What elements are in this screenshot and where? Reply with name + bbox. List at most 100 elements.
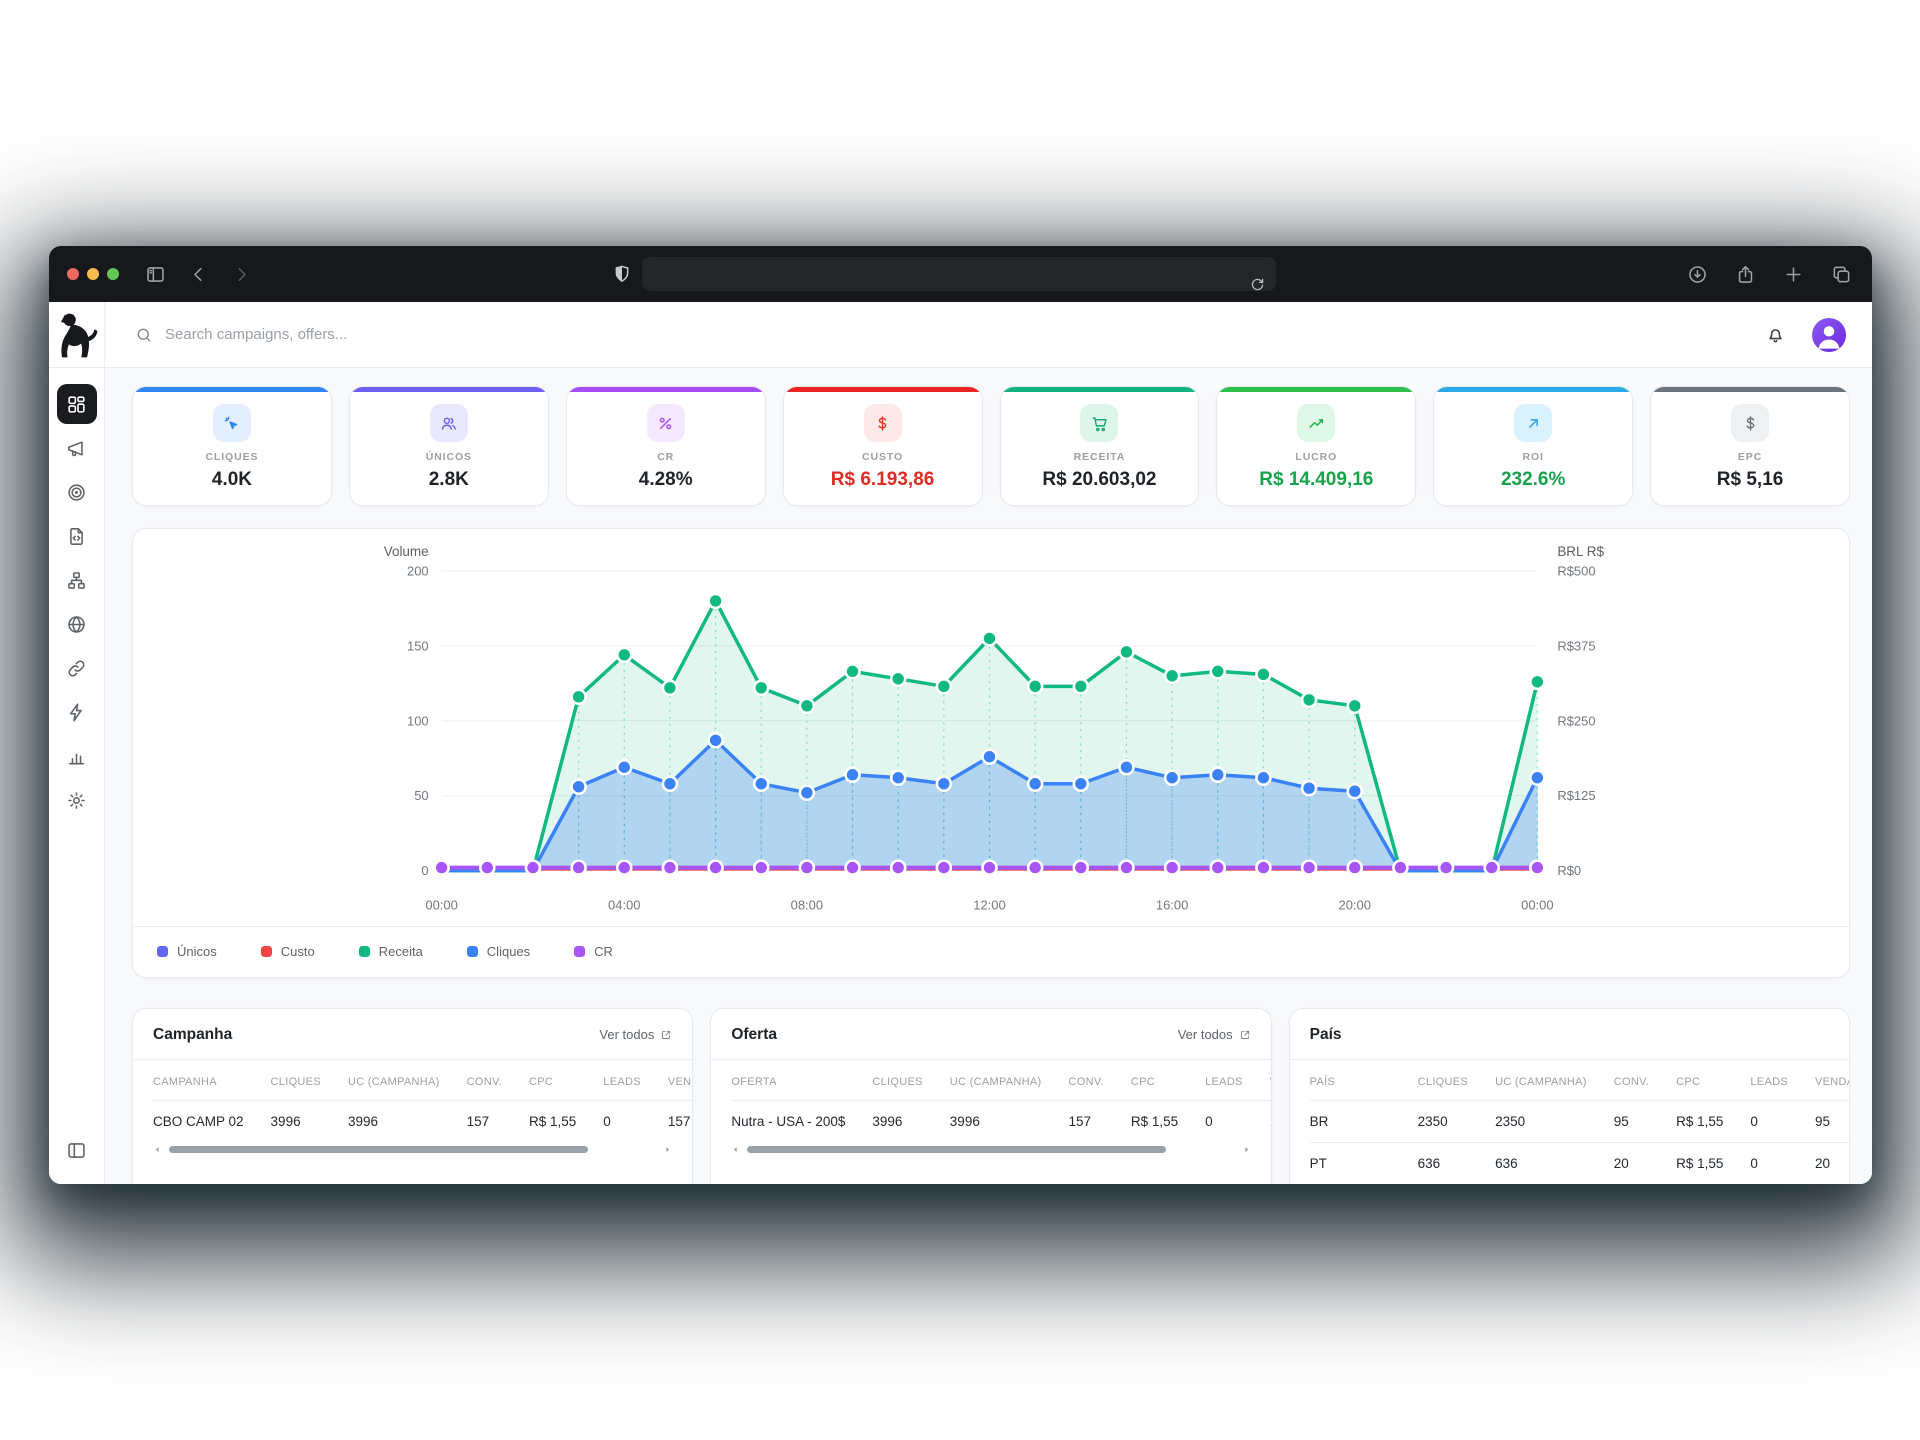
horizontal-scrollbar[interactable] <box>731 1142 1270 1166</box>
sidebar-item-settings[interactable] <box>57 780 97 820</box>
kpi-label: LUCRO <box>1295 451 1338 463</box>
search-input[interactable] <box>165 326 665 343</box>
downloads-button[interactable] <box>1687 264 1708 285</box>
table-scroll-area: PAÍS CLIQUES UC (CAMPANHA) CONV. CPC LEADS VEN… <box>1290 1060 1849 1184</box>
kpi-card-únicos: ÚNICOS 2.8K <box>348 386 549 506</box>
svg-text:20:00: 20:00 <box>1339 898 1371 913</box>
table-cell: 0 <box>1205 1099 1270 1142</box>
table-cell: PT <box>1309 1141 1418 1184</box>
legend-item-custo[interactable]: Custo <box>260 943 315 959</box>
legend-item-únicos[interactable]: Únicos <box>157 944 217 959</box>
sidebar-item-automation[interactable] <box>57 692 97 732</box>
notifications-button[interactable] <box>1765 324 1786 345</box>
kpi-card-receita: RECEITA R$ 20.603,02 <box>999 386 1200 506</box>
column-header: CPC <box>1130 1075 1155 1088</box>
sidebar-item-offers[interactable] <box>57 472 97 512</box>
ver-todos-link[interactable]: Ver todos <box>599 1027 672 1042</box>
kpi-value: 4.0K <box>211 469 252 490</box>
column-header: CLIQUES <box>1417 1075 1469 1088</box>
scrollbar-thumb[interactable] <box>747 1145 1167 1153</box>
svg-text:BRL R$: BRL R$ <box>1557 544 1604 559</box>
download-icon <box>1687 264 1708 285</box>
column-header: VENDAS <box>1270 1062 1271 1101</box>
bell-icon <box>1769 329 1782 343</box>
gear-icon <box>68 791 85 809</box>
column-header: PAÍS <box>1309 1075 1336 1088</box>
legend-label: Custo <box>280 943 315 959</box>
tables-row: Campanha Ver todos CAMPANHA CLIQUES UC (CAM… <box>132 1007 1850 1184</box>
browser-window: CLIQUES 4.0K ÚNICOS 2.8K CR 4.28% CUSTO … <box>49 246 1872 1184</box>
table-scroll-area: OFERTA CLIQUES UC (CAMPANHA) CONV. CPC LEADS V… <box>711 1060 1271 1166</box>
bar-chart-icon <box>68 752 85 764</box>
legend-item-receita[interactable]: Receita <box>358 944 423 959</box>
dollar-icon <box>1746 415 1754 431</box>
svg-text:R$250: R$250 <box>1557 713 1595 728</box>
sidebar-nav <box>56 384 97 820</box>
svg-text:08:00: 08:00 <box>791 898 823 913</box>
kpi-value: 2.8K <box>428 469 469 490</box>
sidebar-item-links[interactable] <box>57 648 97 688</box>
reload-button[interactable] <box>1249 276 1266 293</box>
sidebar-item-flows[interactable] <box>57 560 97 600</box>
legend-label: Únicos <box>177 943 217 959</box>
svg-text:12:00: 12:00 <box>973 898 1005 913</box>
person-icon <box>1818 325 1840 349</box>
sidebar <box>49 368 105 1184</box>
tab-overview-button[interactable] <box>1831 264 1852 285</box>
legend-swatch <box>466 945 478 957</box>
sidebar-item-landing-pages[interactable] <box>57 516 97 556</box>
percent-icon <box>659 417 672 429</box>
new-tab-button[interactable] <box>1783 264 1804 285</box>
reload-icon <box>1251 278 1264 291</box>
legend-swatch <box>574 945 586 957</box>
table-cell: R$ 1,55 <box>1676 1141 1751 1184</box>
legend-swatch <box>358 945 370 957</box>
column-header: CLIQUES <box>872 1075 923 1088</box>
horizontal-scrollbar[interactable] <box>153 1142 692 1166</box>
sidebar-toggle-button[interactable] <box>145 264 166 285</box>
forward-button[interactable] <box>231 264 252 285</box>
tri-left-icon <box>734 1146 737 1152</box>
dog-logo <box>49 307 104 362</box>
ver-todos-link[interactable]: Ver todos <box>1178 1027 1251 1042</box>
panel-icon <box>68 1142 85 1158</box>
back-button[interactable] <box>188 264 209 285</box>
share-icon <box>1738 265 1753 283</box>
svg-text:00:00: 00:00 <box>425 898 457 913</box>
user-avatar[interactable] <box>1812 317 1846 352</box>
table-cell: 95 <box>1613 1099 1677 1143</box>
global-search[interactable] <box>135 326 1765 344</box>
cursor-click-icon <box>225 416 238 429</box>
kpi-value: R$ 6.193,86 <box>830 469 935 490</box>
app-logo[interactable] <box>49 302 105 368</box>
main-content: CLIQUES 4.0K ÚNICOS 2.8K CR 4.28% CUSTO … <box>105 368 1872 1184</box>
legend-item-cliques[interactable]: Cliques <box>466 944 530 959</box>
legend-item-cr[interactable]: CR <box>574 944 613 959</box>
zoom-window-button[interactable] <box>107 268 119 280</box>
share-button[interactable] <box>1735 264 1756 285</box>
table-cell: R$ 1,55 <box>1130 1099 1206 1142</box>
sidebar-toggle-icon <box>145 264 166 285</box>
grid-icon <box>68 395 85 413</box>
kpi-card-cliques: CLIQUES 4.0K <box>132 386 332 506</box>
sidebar-item-reports[interactable] <box>57 736 97 776</box>
table-cell: 95 <box>1814 1099 1849 1143</box>
sidebar-item-campaigns[interactable] <box>57 428 97 468</box>
browser-titlebar <box>49 246 1872 302</box>
table-cell: 3996 <box>270 1099 348 1142</box>
target-icon <box>68 483 85 501</box>
close-window-button[interactable] <box>67 268 79 280</box>
sidebar-item-domains[interactable] <box>57 604 97 644</box>
kpi-card-roi: ROI 232.6% <box>1433 386 1634 506</box>
minimize-window-button[interactable] <box>87 268 99 280</box>
address-bar[interactable] <box>642 257 1276 291</box>
scrollbar-thumb[interactable] <box>169 1145 589 1153</box>
kpi-accent-bar <box>1434 387 1633 392</box>
kpi-accent-bar <box>783 387 982 392</box>
sidebar-item-collapse-sidebar[interactable] <box>57 1130 97 1170</box>
sidebar-item-dashboard[interactable] <box>56 384 97 424</box>
